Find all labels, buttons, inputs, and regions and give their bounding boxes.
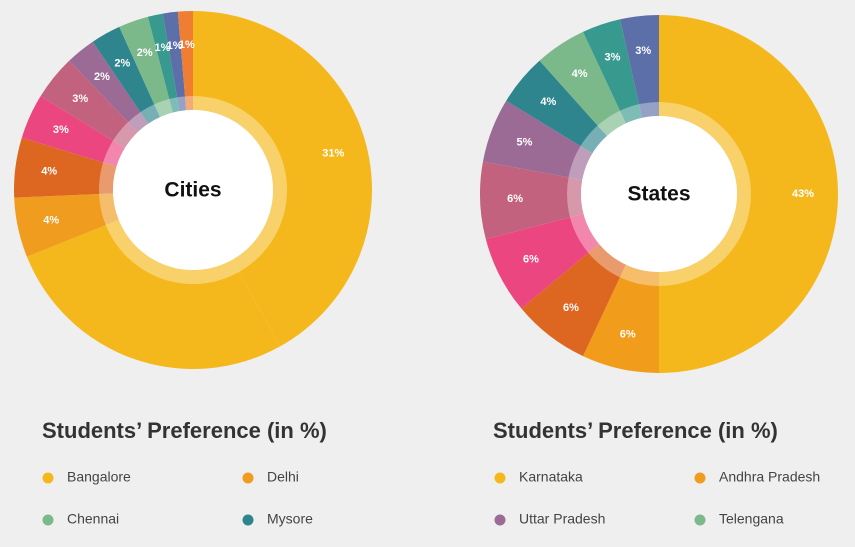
donut-slice	[539, 31, 626, 136]
donut-slice	[40, 60, 138, 149]
donut-slice	[26, 219, 281, 369]
data-label: 6%	[523, 254, 539, 266]
chart-subtitle: Students’ Preference (in %)	[493, 418, 778, 443]
donut-slice	[583, 264, 659, 373]
donut-slice	[13, 137, 117, 198]
legend-label: Andhra Pradesh	[719, 469, 820, 485]
legend-label: Karnataka	[519, 469, 583, 485]
donut-slice	[21, 96, 125, 167]
donut-slice	[92, 26, 161, 124]
data-label: 3%	[635, 45, 651, 57]
donut-slice	[482, 100, 593, 180]
data-label: 3%	[605, 52, 621, 64]
legend-label: Mysore	[267, 511, 313, 527]
data-label: 3%	[53, 124, 69, 136]
donut-slice	[162, 11, 187, 112]
chart-subtitle: Students’ Preference (in %)	[42, 418, 327, 443]
data-label: 43%	[792, 188, 814, 200]
donut-slice	[480, 161, 584, 240]
donut-slice	[147, 13, 180, 113]
donut-slice	[521, 243, 626, 357]
data-label: 4%	[41, 165, 57, 177]
legend-marker	[42, 472, 54, 484]
data-label: 4%	[572, 68, 588, 80]
data-label: 1%	[154, 42, 170, 54]
legend-label: Bangalore	[67, 469, 131, 485]
data-label: 6%	[620, 328, 636, 340]
chart-title: Cities	[164, 179, 221, 202]
legend-marker	[242, 472, 254, 484]
data-label: 2%	[94, 71, 110, 83]
data-label: 5%	[517, 136, 533, 148]
legend-marker	[694, 514, 706, 526]
legend-marker	[42, 514, 54, 526]
data-label: 6%	[563, 302, 579, 314]
data-label: 3%	[72, 93, 88, 105]
donut-slice	[583, 19, 643, 124]
donut-slice	[485, 213, 600, 309]
data-label: 4%	[43, 214, 59, 226]
donut-slice	[659, 15, 838, 373]
donut-slice	[14, 193, 119, 257]
legend-label: Chennai	[67, 511, 119, 527]
legend-marker	[494, 514, 506, 526]
donut-hole	[581, 116, 737, 272]
legend-marker	[694, 472, 706, 484]
donut-slice	[69, 41, 149, 133]
donut-slice	[177, 11, 193, 111]
legend-label: Delhi	[267, 469, 299, 485]
donut-slice	[506, 60, 607, 154]
chart-title: States	[627, 183, 690, 206]
legend-marker	[494, 472, 506, 484]
data-label: 6%	[507, 193, 523, 205]
data-label: 2%	[137, 47, 153, 59]
donut-slice	[193, 11, 372, 347]
donut-hole	[113, 110, 273, 270]
legend-label: Telengana	[719, 511, 784, 527]
data-label: 4%	[540, 96, 556, 108]
data-label: 2%	[114, 57, 130, 69]
donut-slice	[119, 16, 173, 118]
data-label: 31%	[322, 147, 344, 159]
legend-label: Uttar Pradesh	[519, 511, 605, 527]
data-label: 1%	[179, 39, 195, 51]
data-label: 1%	[167, 40, 183, 52]
donut-slice	[620, 15, 659, 118]
legend-marker	[242, 514, 254, 526]
